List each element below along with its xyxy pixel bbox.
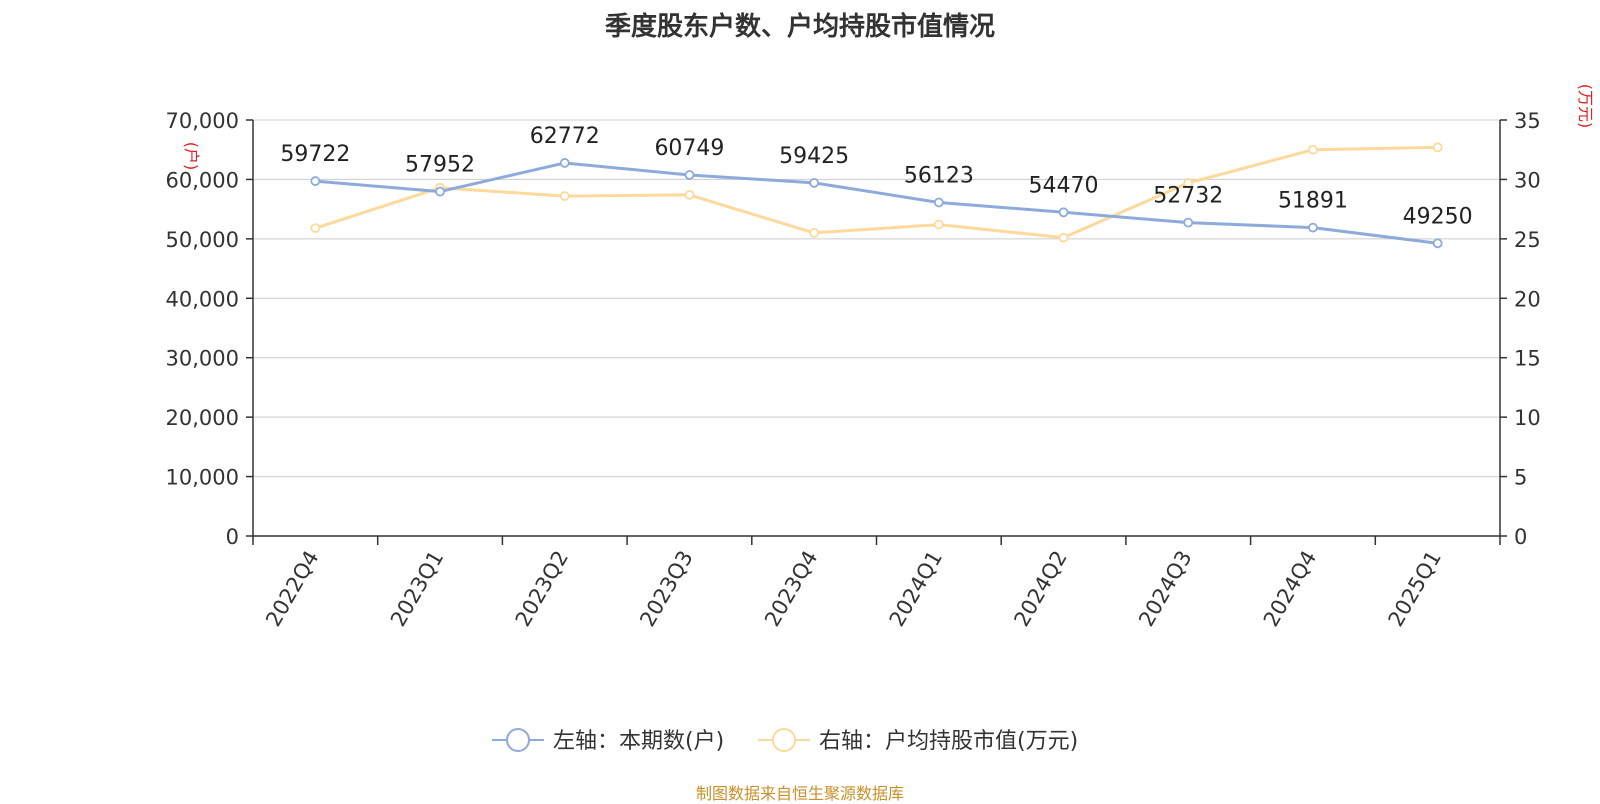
right-axis-tick-label: 10 <box>1514 406 1541 430</box>
right-axis-tick-label: 35 <box>1514 109 1541 133</box>
right-axis-unit: (万元) <box>1576 84 1595 129</box>
households-data-label: 49250 <box>1403 204 1473 229</box>
right-axis-tick-label: 0 <box>1514 525 1527 549</box>
avg-value-point <box>809 228 820 238</box>
households-data-label: 51891 <box>1278 189 1348 214</box>
right-axis-tick-label: 20 <box>1514 287 1541 311</box>
left-axis-tick-label: 50,000 <box>166 228 239 252</box>
avg-value-point <box>933 219 944 230</box>
series <box>310 142 1443 249</box>
left-axis-tick-label: 10,000 <box>166 466 239 490</box>
left-axis-unit: (户) <box>182 142 201 171</box>
chart-title: 季度股东户数、户均持股市值情况 <box>604 12 995 42</box>
x-axis-category-label: 2023Q4 <box>760 547 822 631</box>
avg-value-point <box>559 191 570 201</box>
right-axis-tick-label: 15 <box>1514 347 1541 371</box>
households-point <box>1058 207 1069 218</box>
x-axis-category-label: 2023Q2 <box>511 547 573 631</box>
avg-value-point <box>684 189 695 200</box>
source-note: 制图数据来自恒生聚源数据库 <box>695 784 904 803</box>
households-point <box>559 158 570 168</box>
right-axis-tick-label: 30 <box>1514 168 1541 192</box>
households-data-label: 62772 <box>530 124 600 149</box>
legend-marker-avg-value <box>772 728 796 752</box>
grid-lines <box>253 119 1500 478</box>
left-axis-tick-label: 30,000 <box>166 347 239 371</box>
households-data-label: 57952 <box>405 153 475 178</box>
avg-value-point <box>1308 144 1318 155</box>
right-axis-tick-label: 25 <box>1514 228 1541 252</box>
households-point <box>1308 222 1318 233</box>
x-axis-category-label: 2022Q4 <box>261 547 323 631</box>
x-axis-category-label: 2023Q1 <box>386 547 448 631</box>
x-axis-category-label: 2024Q4 <box>1259 547 1321 631</box>
households-data-label: 59425 <box>779 144 849 169</box>
avg-value-point <box>1058 232 1069 243</box>
households-data-label: 56123 <box>904 163 974 188</box>
x-axis-category-label: 2024Q1 <box>885 547 947 631</box>
households-data-label: 60749 <box>654 136 724 161</box>
legend-item-avg-value[interactable]: 右轴：户均持股市值(万元) <box>758 728 1078 754</box>
x-axis-category-label: 2024Q2 <box>1009 547 1071 631</box>
avg-value-line <box>314 145 1438 240</box>
left-axis-tick-label: 40,000 <box>166 287 239 311</box>
x-axis-category-label: 2025Q1 <box>1384 547 1446 631</box>
legend-item-households[interactable]: 左轴：本期数(户) <box>492 728 724 754</box>
legend-marker-households <box>506 728 530 752</box>
households-point <box>809 177 820 188</box>
households-line <box>315 161 1438 245</box>
x-axis-category-label: 2024Q3 <box>1134 547 1196 631</box>
households-point <box>1432 238 1443 249</box>
households-data-label: 52732 <box>1153 184 1223 209</box>
households-point <box>684 170 695 180</box>
households-data-label: 59722 <box>280 142 350 167</box>
avg-value-point <box>1183 178 1194 188</box>
right-axis-tick-label: 5 <box>1514 466 1527 490</box>
left-axis-tick-label: 20,000 <box>166 406 239 430</box>
left-axis-tick-label: 0 <box>226 525 239 549</box>
households-point <box>310 176 321 186</box>
chart-area: 0 10,000 20,000 30,000 40,000 50,000 60,000 70,… <box>166 84 1595 754</box>
x-axis-category-label: 2023Q3 <box>635 547 697 631</box>
left-axis-tick-label: 70,000 <box>166 109 239 133</box>
households-data-label: 54470 <box>1029 173 1099 198</box>
households-point <box>1183 217 1194 228</box>
legend-label-households: 左轴：本期数(户) <box>553 729 724 754</box>
data-labels: 59722 57952 62772 60749 59425 56123 54470 52732… <box>280 124 1472 229</box>
legend-label-avg-value: 右轴：户均持股市值(万元) <box>819 729 1078 754</box>
left-axis-tick-label: 60,000 <box>166 168 239 192</box>
avg-value-point <box>310 223 321 234</box>
households-point <box>933 197 944 208</box>
households-point <box>435 186 445 197</box>
legend: 左轴：本期数(户) 右轴：户均持股市值(万元) <box>492 728 1078 754</box>
avg-value-point <box>1432 142 1443 153</box>
